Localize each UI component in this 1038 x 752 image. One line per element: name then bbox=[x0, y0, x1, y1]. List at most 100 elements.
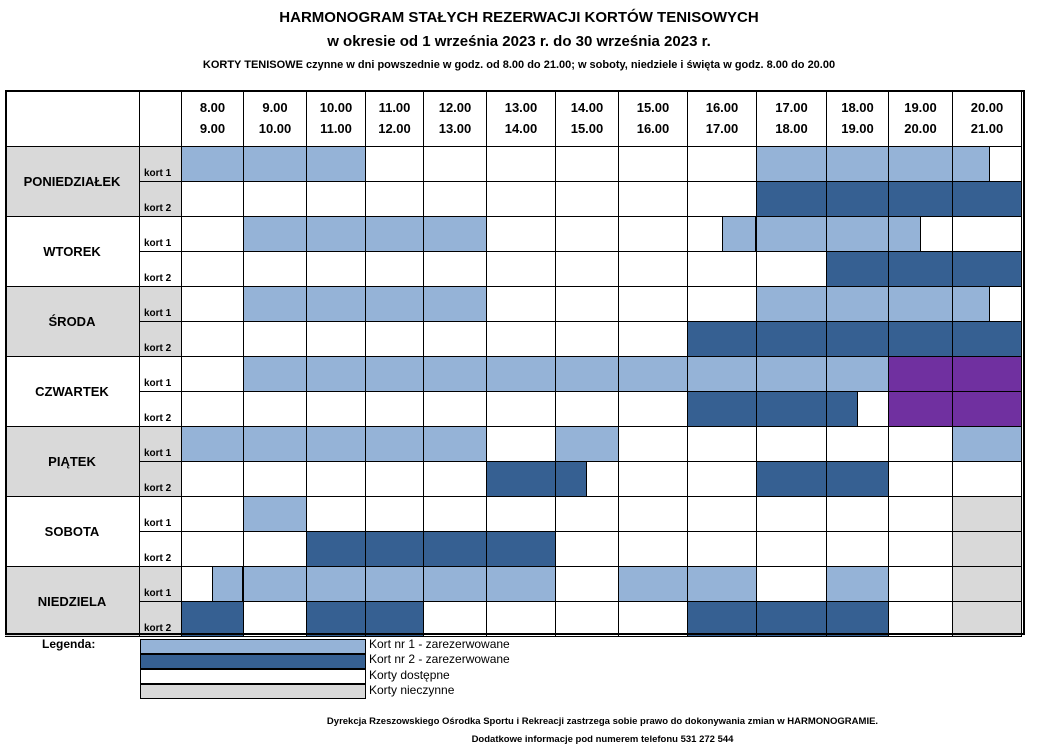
reservation-cell[interactable] bbox=[757, 392, 827, 427]
reservation-cell[interactable] bbox=[889, 322, 953, 357]
reservation-cell[interactable] bbox=[953, 182, 1022, 217]
reservation-cell[interactable] bbox=[619, 532, 688, 567]
reservation-cell[interactable] bbox=[307, 567, 366, 602]
reservation-cell[interactable] bbox=[688, 182, 757, 217]
reservation-cell[interactable] bbox=[556, 147, 619, 182]
reservation-cell[interactable] bbox=[556, 497, 619, 532]
reservation-cell[interactable] bbox=[556, 392, 619, 427]
reservation-cell[interactable] bbox=[424, 357, 487, 392]
reservation-cell[interactable] bbox=[953, 532, 1022, 567]
reservation-cell[interactable] bbox=[827, 357, 889, 392]
reservation-cell[interactable] bbox=[366, 532, 424, 567]
reservation-cell[interactable] bbox=[487, 322, 556, 357]
reservation-cell[interactable] bbox=[366, 182, 424, 217]
reservation-cell[interactable] bbox=[424, 217, 487, 252]
reservation-cell[interactable] bbox=[556, 287, 619, 322]
reservation-cell[interactable] bbox=[827, 322, 889, 357]
reservation-cell[interactable] bbox=[366, 147, 424, 182]
reservation-cell[interactable] bbox=[307, 217, 366, 252]
reservation-cell[interactable] bbox=[953, 217, 1022, 252]
reservation-cell[interactable] bbox=[366, 497, 424, 532]
reservation-cell[interactable] bbox=[827, 497, 889, 532]
reservation-cell[interactable] bbox=[827, 567, 889, 602]
reservation-cell[interactable] bbox=[182, 147, 244, 182]
reservation-cell[interactable] bbox=[307, 532, 366, 567]
reservation-cell[interactable] bbox=[487, 252, 556, 287]
reservation-cell[interactable] bbox=[182, 357, 244, 392]
reservation-cell[interactable] bbox=[953, 287, 1022, 322]
reservation-cell[interactable] bbox=[182, 427, 244, 462]
reservation-cell[interactable] bbox=[827, 182, 889, 217]
reservation-cell[interactable] bbox=[366, 392, 424, 427]
reservation-cell[interactable] bbox=[953, 462, 1022, 497]
reservation-cell[interactable] bbox=[619, 357, 688, 392]
reservation-cell[interactable] bbox=[827, 217, 889, 252]
reservation-cell[interactable] bbox=[688, 532, 757, 567]
reservation-cell[interactable] bbox=[182, 567, 244, 602]
reservation-cell[interactable] bbox=[244, 567, 307, 602]
reservation-cell[interactable] bbox=[307, 427, 366, 462]
reservation-cell[interactable] bbox=[424, 532, 487, 567]
reservation-cell[interactable] bbox=[688, 252, 757, 287]
reservation-cell[interactable] bbox=[182, 392, 244, 427]
reservation-cell[interactable] bbox=[424, 427, 487, 462]
reservation-cell[interactable] bbox=[757, 567, 827, 602]
reservation-cell[interactable] bbox=[244, 357, 307, 392]
reservation-cell[interactable] bbox=[619, 322, 688, 357]
reservation-cell[interactable] bbox=[619, 182, 688, 217]
reservation-cell[interactable] bbox=[487, 602, 556, 637]
reservation-cell[interactable] bbox=[688, 567, 757, 602]
reservation-cell[interactable] bbox=[424, 252, 487, 287]
reservation-cell[interactable] bbox=[757, 357, 827, 392]
reservation-cell[interactable] bbox=[307, 322, 366, 357]
reservation-cell[interactable] bbox=[827, 392, 889, 427]
reservation-cell[interactable] bbox=[953, 357, 1022, 392]
reservation-cell[interactable] bbox=[366, 322, 424, 357]
reservation-cell[interactable] bbox=[889, 532, 953, 567]
reservation-cell[interactable] bbox=[757, 217, 827, 252]
reservation-cell[interactable] bbox=[619, 392, 688, 427]
reservation-cell[interactable] bbox=[619, 252, 688, 287]
reservation-cell[interactable] bbox=[424, 602, 487, 637]
reservation-cell[interactable] bbox=[487, 217, 556, 252]
reservation-cell[interactable] bbox=[953, 147, 1022, 182]
reservation-cell[interactable] bbox=[487, 357, 556, 392]
reservation-cell[interactable] bbox=[244, 427, 307, 462]
reservation-cell[interactable] bbox=[688, 357, 757, 392]
reservation-cell[interactable] bbox=[424, 147, 487, 182]
reservation-cell[interactable] bbox=[487, 532, 556, 567]
reservation-cell[interactable] bbox=[556, 252, 619, 287]
reservation-cell[interactable] bbox=[953, 427, 1022, 462]
reservation-cell[interactable] bbox=[889, 182, 953, 217]
reservation-cell[interactable] bbox=[244, 147, 307, 182]
reservation-cell[interactable] bbox=[757, 497, 827, 532]
reservation-cell[interactable] bbox=[757, 147, 827, 182]
reservation-cell[interactable] bbox=[307, 497, 366, 532]
reservation-cell[interactable] bbox=[619, 427, 688, 462]
reservation-cell[interactable] bbox=[307, 252, 366, 287]
reservation-cell[interactable] bbox=[688, 427, 757, 462]
reservation-cell[interactable] bbox=[182, 497, 244, 532]
reservation-cell[interactable] bbox=[889, 462, 953, 497]
reservation-cell[interactable] bbox=[182, 322, 244, 357]
reservation-cell[interactable] bbox=[889, 392, 953, 427]
reservation-cell[interactable] bbox=[487, 392, 556, 427]
reservation-cell[interactable] bbox=[307, 392, 366, 427]
reservation-cell[interactable] bbox=[953, 252, 1022, 287]
reservation-cell[interactable] bbox=[889, 252, 953, 287]
reservation-cell[interactable] bbox=[827, 147, 889, 182]
reservation-cell[interactable] bbox=[889, 147, 953, 182]
reservation-cell[interactable] bbox=[424, 322, 487, 357]
reservation-cell[interactable] bbox=[424, 567, 487, 602]
reservation-cell[interactable] bbox=[244, 182, 307, 217]
reservation-cell[interactable] bbox=[244, 602, 307, 637]
reservation-cell[interactable] bbox=[619, 567, 688, 602]
reservation-cell[interactable] bbox=[307, 462, 366, 497]
reservation-cell[interactable] bbox=[619, 217, 688, 252]
reservation-cell[interactable] bbox=[424, 182, 487, 217]
reservation-cell[interactable] bbox=[487, 462, 556, 497]
reservation-cell[interactable] bbox=[619, 462, 688, 497]
reservation-cell[interactable] bbox=[688, 217, 757, 252]
reservation-cell[interactable] bbox=[556, 427, 619, 462]
reservation-cell[interactable] bbox=[366, 287, 424, 322]
